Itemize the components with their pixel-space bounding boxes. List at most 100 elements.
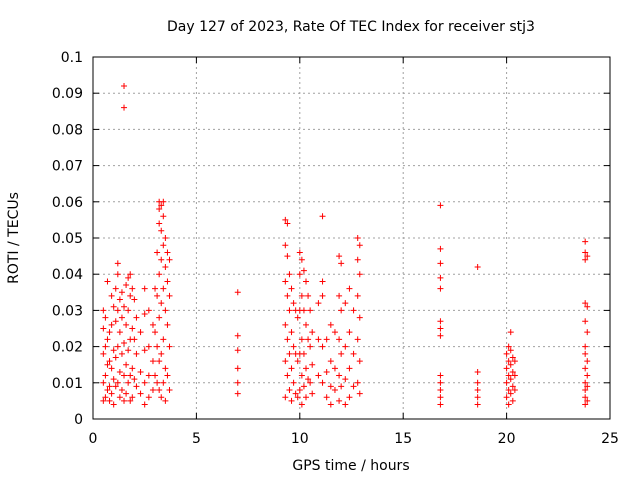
data-point	[584, 329, 591, 336]
data-point	[319, 292, 326, 299]
data-point	[166, 343, 173, 350]
data-point	[300, 307, 307, 314]
data-point	[129, 325, 136, 332]
data-point	[582, 318, 589, 325]
data-point	[584, 253, 591, 260]
data-point	[307, 343, 314, 350]
data-point	[156, 220, 163, 227]
data-point	[121, 339, 128, 346]
data-point	[296, 271, 303, 278]
data-point	[158, 256, 165, 263]
data-point	[106, 329, 113, 336]
chart-title: Day 127 of 2023, Rate Of TEC Index for r…	[167, 19, 535, 35]
data-point	[354, 235, 361, 241]
data-point	[507, 361, 514, 368]
data-point	[149, 387, 156, 394]
data-point	[354, 379, 361, 386]
data-point	[286, 350, 293, 357]
data-point	[309, 361, 316, 368]
data-point	[327, 383, 334, 390]
data-point	[156, 271, 163, 278]
data-point	[582, 379, 589, 386]
data-point	[154, 249, 161, 256]
data-point	[108, 321, 115, 328]
y-tick-label: 0.05	[52, 231, 83, 247]
data-point	[336, 292, 343, 299]
data-point	[315, 372, 322, 379]
data-point	[354, 336, 361, 343]
data-point	[125, 379, 132, 386]
data-point	[156, 314, 163, 321]
data-point	[437, 387, 444, 394]
data-point	[298, 401, 305, 408]
data-point	[160, 336, 167, 343]
data-point	[100, 307, 107, 314]
data-point	[288, 329, 295, 336]
data-point	[141, 285, 148, 292]
data-point	[284, 372, 291, 379]
data-point	[505, 387, 512, 394]
data-point	[582, 300, 589, 307]
data-point	[294, 394, 301, 401]
data-point	[296, 249, 303, 256]
data-point	[503, 394, 510, 401]
data-point	[137, 329, 144, 336]
y-tick-label: 0.02	[52, 340, 83, 356]
data-point	[474, 368, 481, 375]
data-point	[118, 314, 125, 321]
data-point	[356, 271, 363, 278]
y-tick-label: 0.1	[61, 50, 83, 66]
data-point	[114, 307, 121, 314]
data-point	[118, 289, 125, 296]
data-point	[290, 343, 297, 350]
data-point	[336, 253, 343, 260]
data-point	[296, 387, 303, 394]
data-point	[131, 296, 138, 303]
data-point	[141, 379, 148, 386]
data-point	[584, 372, 591, 379]
data-point	[503, 365, 510, 372]
data-point	[505, 372, 512, 379]
data-point	[152, 329, 159, 336]
data-point	[121, 372, 128, 379]
data-point	[156, 206, 163, 213]
data-point	[437, 325, 444, 332]
data-point	[338, 350, 345, 357]
data-point	[298, 372, 305, 379]
data-point	[127, 397, 134, 404]
data-point	[112, 318, 119, 325]
data-point	[507, 376, 514, 383]
data-point	[145, 343, 152, 350]
y-tick-label: 0.04	[52, 267, 83, 283]
data-point	[160, 379, 167, 386]
data-point	[437, 401, 444, 408]
data-point	[350, 383, 357, 390]
data-point	[282, 394, 289, 401]
x-tick-label: 10	[291, 431, 309, 447]
data-point	[582, 394, 589, 401]
data-point	[582, 256, 589, 263]
data-point	[118, 350, 125, 357]
data-point	[582, 387, 589, 394]
data-point	[584, 358, 591, 365]
data-point	[346, 285, 353, 292]
data-point	[149, 358, 156, 365]
data-point	[284, 336, 291, 343]
data-point	[300, 383, 307, 390]
data-point	[116, 329, 123, 336]
data-point	[284, 220, 291, 227]
data-point	[350, 307, 357, 314]
data-point	[121, 397, 128, 404]
data-point	[104, 387, 111, 394]
data-point	[584, 303, 591, 310]
data-point	[505, 343, 512, 350]
y-tick-label: 0.06	[52, 195, 83, 211]
data-point	[505, 358, 512, 365]
data-point	[108, 365, 115, 372]
data-point	[160, 198, 167, 205]
data-point	[437, 318, 444, 325]
data-point	[437, 379, 444, 386]
data-point	[354, 292, 361, 299]
data-point	[350, 350, 357, 357]
data-point	[315, 336, 322, 343]
